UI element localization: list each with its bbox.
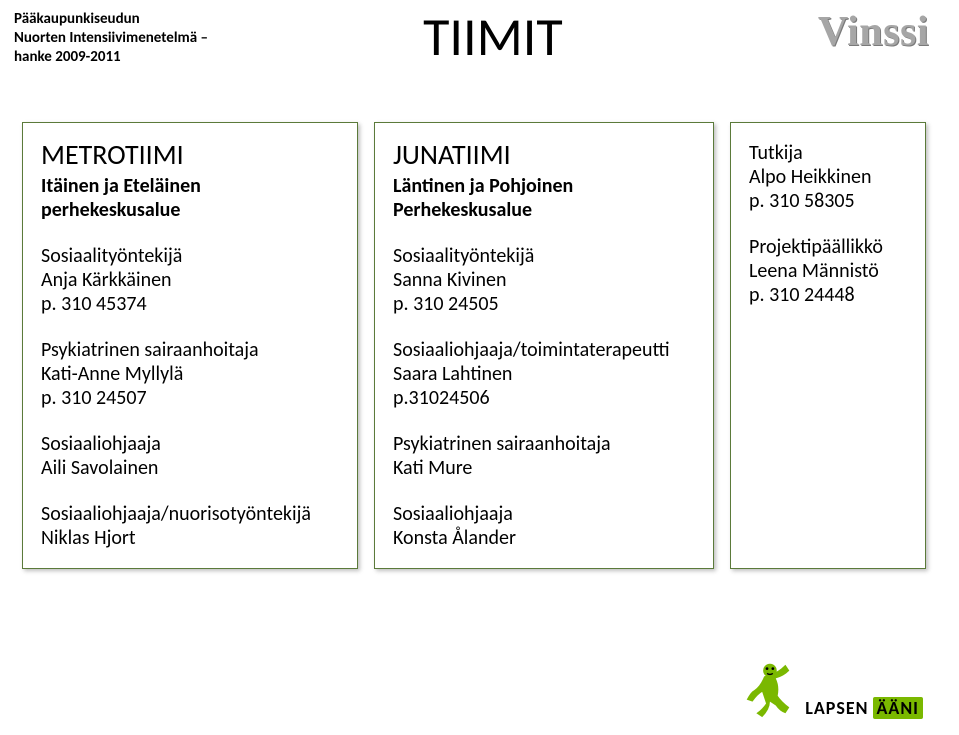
person-block: Sosiaalityöntekijä Sanna Kivinen p. 310 …	[393, 244, 695, 316]
person-block: Sosiaaliohjaaja/toimintaterapeutti Saara…	[393, 338, 695, 410]
card-metrotiimi: METROTIIMI Itäinen ja Eteläinen perhekes…	[22, 122, 358, 569]
kid-icon	[737, 657, 799, 719]
brand-logo-text: Vinssi	[818, 8, 929, 56]
aani-text: ÄÄNI	[873, 697, 923, 719]
person-block: Sosiaalityöntekijä Anja Kärkkäinen p. 31…	[41, 244, 339, 316]
card-staff: Tutkija Alpo Heikkinen p. 310 58305 Proj…	[730, 122, 926, 569]
header-row: Pääkaupunkiseudun Nuorten Intensiivimene…	[0, 0, 959, 70]
person-role: Tutkija	[749, 141, 907, 165]
top-left-line2: Nuorten Intensiivimenetelmä –	[14, 29, 208, 48]
person-name: Kati Mure	[393, 456, 695, 480]
person-role: Projektipäällikkö	[749, 235, 907, 259]
person-block: Sosiaaliohjaaja Konsta Ålander	[393, 502, 695, 550]
slide: Pääkaupunkiseudun Nuorten Intensiivimene…	[0, 0, 959, 735]
cards-row: METROTIIMI Itäinen ja Eteläinen perhekes…	[22, 122, 937, 569]
person-name: Anja Kärkkäinen	[41, 268, 339, 292]
person-phone: p. 310 24505	[393, 292, 695, 316]
person-phone: p. 310 45374	[41, 292, 339, 316]
person-name: Alpo Heikkinen	[749, 165, 907, 189]
person-block: Sosiaaliohjaaja Aili Savolainen	[41, 432, 339, 480]
person-phone: p. 310 24507	[41, 386, 339, 410]
person-name: Sanna Kivinen	[393, 268, 695, 292]
person-name: Saara Lahtinen	[393, 362, 695, 386]
team-area-line2: Perhekeskusalue	[393, 198, 695, 222]
person-block: Projektipäällikkö Leena Männistö p. 310 …	[749, 235, 907, 307]
person-name: Kati-Anne Myllylä	[41, 362, 339, 386]
team-area-line1: Itäinen ja Eteläinen	[41, 174, 339, 198]
person-name: Niklas Hjort	[41, 526, 339, 550]
team-area-line2: perhekeskusalue	[41, 198, 339, 222]
person-role: Psykiatrinen sairaanhoitaja	[41, 338, 339, 362]
slide-title: TIIMIT	[208, 4, 818, 70]
person-role: Sosiaaliohjaaja/nuorisotyöntekijä	[41, 502, 339, 526]
person-name: Konsta Ålander	[393, 526, 695, 550]
person-role: Sosiaalityöntekijä	[41, 244, 339, 268]
person-block: Psykiatrinen sairaanhoitaja Kati-Anne My…	[41, 338, 339, 410]
team-title: JUNATIIMI	[393, 137, 695, 172]
person-phone: p. 310 24448	[749, 283, 907, 307]
person-role: Sosiaaliohjaaja	[393, 502, 695, 526]
person-name: Aili Savolainen	[41, 456, 339, 480]
lapsen-text: LAPSEN	[805, 697, 868, 719]
team-title: METROTIIMI	[41, 137, 339, 172]
person-block: Psykiatrinen sairaanhoitaja Kati Mure	[393, 432, 695, 480]
team-area-line1: Läntinen ja Pohjoinen	[393, 174, 695, 198]
person-name: Leena Männistö	[749, 259, 907, 283]
top-left-block: Pääkaupunkiseudun Nuorten Intensiivimene…	[14, 10, 208, 66]
card-junatiimi: JUNATIIMI Läntinen ja Pohjoinen Perhekes…	[374, 122, 714, 569]
person-role: Sosiaaliohjaaja	[41, 432, 339, 456]
person-block: Sosiaaliohjaaja/nuorisotyöntekijä Niklas…	[41, 502, 339, 550]
person-phone: p. 310 58305	[749, 189, 907, 213]
person-phone: p.31024506	[393, 386, 695, 410]
footer-logo: LAPSEN ÄÄNI	[737, 657, 923, 719]
person-role: Sosiaalityöntekijä	[393, 244, 695, 268]
top-left-line3: hanke 2009-2011	[14, 48, 208, 67]
person-block: Tutkija Alpo Heikkinen p. 310 58305	[749, 141, 907, 213]
lapsen-aani-wordmark: LAPSEN ÄÄNI	[805, 697, 923, 719]
person-role: Sosiaaliohjaaja/toimintaterapeutti	[393, 338, 695, 362]
person-role: Psykiatrinen sairaanhoitaja	[393, 432, 695, 456]
top-left-line1: Pääkaupunkiseudun	[14, 10, 208, 29]
